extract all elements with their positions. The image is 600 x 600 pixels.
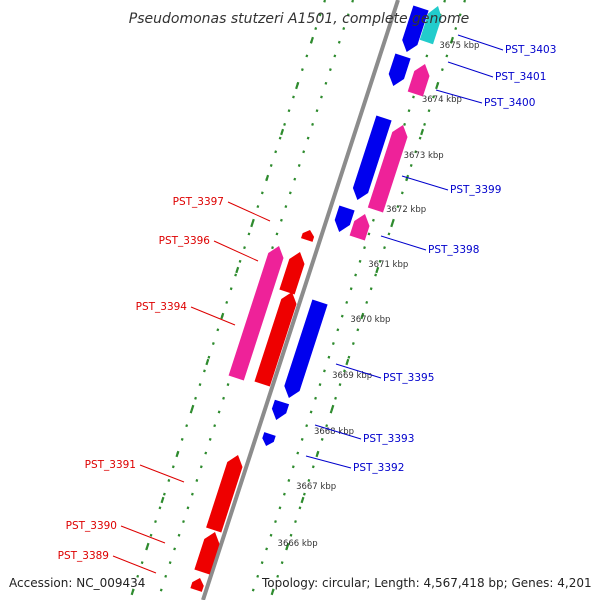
tick-mark xyxy=(280,128,285,136)
genome-backbone xyxy=(201,0,400,600)
gene-label: PST_3393 xyxy=(363,433,414,445)
tick-mark xyxy=(360,312,365,320)
gene-labels: PST_3403 PST_3401 PST_3400 PST_3399 PST_3398… xyxy=(58,34,556,574)
tick-mark xyxy=(450,36,454,44)
tick-mark xyxy=(190,404,195,412)
gene-feature xyxy=(301,230,315,242)
tick-mark xyxy=(235,266,240,274)
gene-feature xyxy=(228,246,284,381)
tick-mark xyxy=(310,36,314,44)
tick-mark xyxy=(160,496,165,504)
tick-guides xyxy=(128,0,467,600)
gene-label: PST_3400 xyxy=(484,97,535,109)
scale-label: 3671 kbp xyxy=(368,260,408,270)
gene-feature xyxy=(190,578,204,592)
scale-label: 3674 kbp xyxy=(422,95,462,105)
tick-mark xyxy=(345,358,350,366)
gene-feature xyxy=(279,252,305,295)
label-leader-line xyxy=(401,175,449,191)
tick-mark xyxy=(205,358,210,366)
tick-mark xyxy=(250,220,255,228)
gene-label: PST_3396 xyxy=(159,235,211,247)
tick-mark xyxy=(330,404,335,412)
label-leader-line xyxy=(227,201,271,222)
tick-mark xyxy=(220,312,225,320)
gene-label: PST_3394 xyxy=(136,301,188,313)
gene-label: PST_3390 xyxy=(66,520,117,532)
label-leader-line xyxy=(457,34,504,51)
gene-feature xyxy=(419,6,442,45)
gene-feature xyxy=(262,432,276,446)
label-leader-line xyxy=(435,89,483,104)
label-leader-line xyxy=(380,235,427,251)
gene-feature xyxy=(271,399,290,420)
tick-mark xyxy=(300,496,305,504)
scale-label: 3675 kbp xyxy=(439,41,479,51)
gene-feature xyxy=(367,125,408,213)
gene-label: PST_3392 xyxy=(353,462,404,474)
gene-feature xyxy=(194,532,220,575)
gene-label: PST_3403 xyxy=(505,44,556,56)
scale-label: 3670 kbp xyxy=(350,315,390,325)
gene-label: PST_3401 xyxy=(495,71,546,83)
label-leader-line xyxy=(335,363,382,379)
label-leader-line xyxy=(305,455,352,469)
gene-label: PST_3389 xyxy=(58,550,109,562)
tick-mark xyxy=(130,588,135,596)
topology-text: Topology: circular; Length: 4,567,418 bp… xyxy=(261,576,592,590)
tick-mark xyxy=(285,542,290,550)
tick-mark xyxy=(315,450,320,458)
gene-feature xyxy=(388,53,411,86)
label-leader-line xyxy=(190,306,236,326)
tick-mark xyxy=(270,588,275,596)
tick-mark xyxy=(435,82,440,90)
scale-labels: 3675 kbp 3674 kbp 3673 kbp 3672 kbp 3671 kbp… xyxy=(278,41,480,549)
scale-label: 3668 kbp xyxy=(314,427,354,437)
tick-mark xyxy=(420,128,425,136)
gene-feature xyxy=(349,214,370,241)
tick-mark xyxy=(390,220,395,228)
label-leader-line xyxy=(112,555,157,574)
gene-feature xyxy=(352,115,392,200)
label-leader-line xyxy=(314,424,362,440)
gene-label: PST_3397 xyxy=(173,196,224,208)
label-leader-line xyxy=(139,464,185,483)
tick-mark xyxy=(265,174,270,182)
scale-label: 3673 kbp xyxy=(404,151,444,161)
tick-mark xyxy=(175,450,180,458)
gene-label: PST_3395 xyxy=(383,372,434,384)
gene-feature xyxy=(254,292,297,387)
gene-feature xyxy=(402,5,429,52)
label-leader-line xyxy=(447,61,494,78)
gene-feature xyxy=(206,455,243,533)
scale-label: 3666 kbp xyxy=(278,539,318,549)
scale-label: 3667 kbp xyxy=(296,482,336,492)
tick-mark xyxy=(145,542,150,550)
scale-label: 3669 kbp xyxy=(332,371,372,381)
gene-features xyxy=(190,5,442,592)
gene-label: PST_3399 xyxy=(450,184,501,196)
tick-mark xyxy=(375,266,380,274)
label-leader-line xyxy=(213,240,259,262)
gene-feature xyxy=(284,299,328,398)
gene-label: PST_3398 xyxy=(428,244,479,256)
gene-label: PST_3391 xyxy=(85,459,136,471)
label-leader-line xyxy=(120,525,166,544)
gene-feature xyxy=(407,64,430,97)
gene-feature xyxy=(334,205,355,232)
scale-label: 3672 kbp xyxy=(386,205,426,215)
tick-mark xyxy=(295,82,300,90)
map-title: Pseudomonas stutzeri A1501, complete gen… xyxy=(129,11,469,27)
accession-text: Accession: NC_009434 xyxy=(9,576,145,590)
